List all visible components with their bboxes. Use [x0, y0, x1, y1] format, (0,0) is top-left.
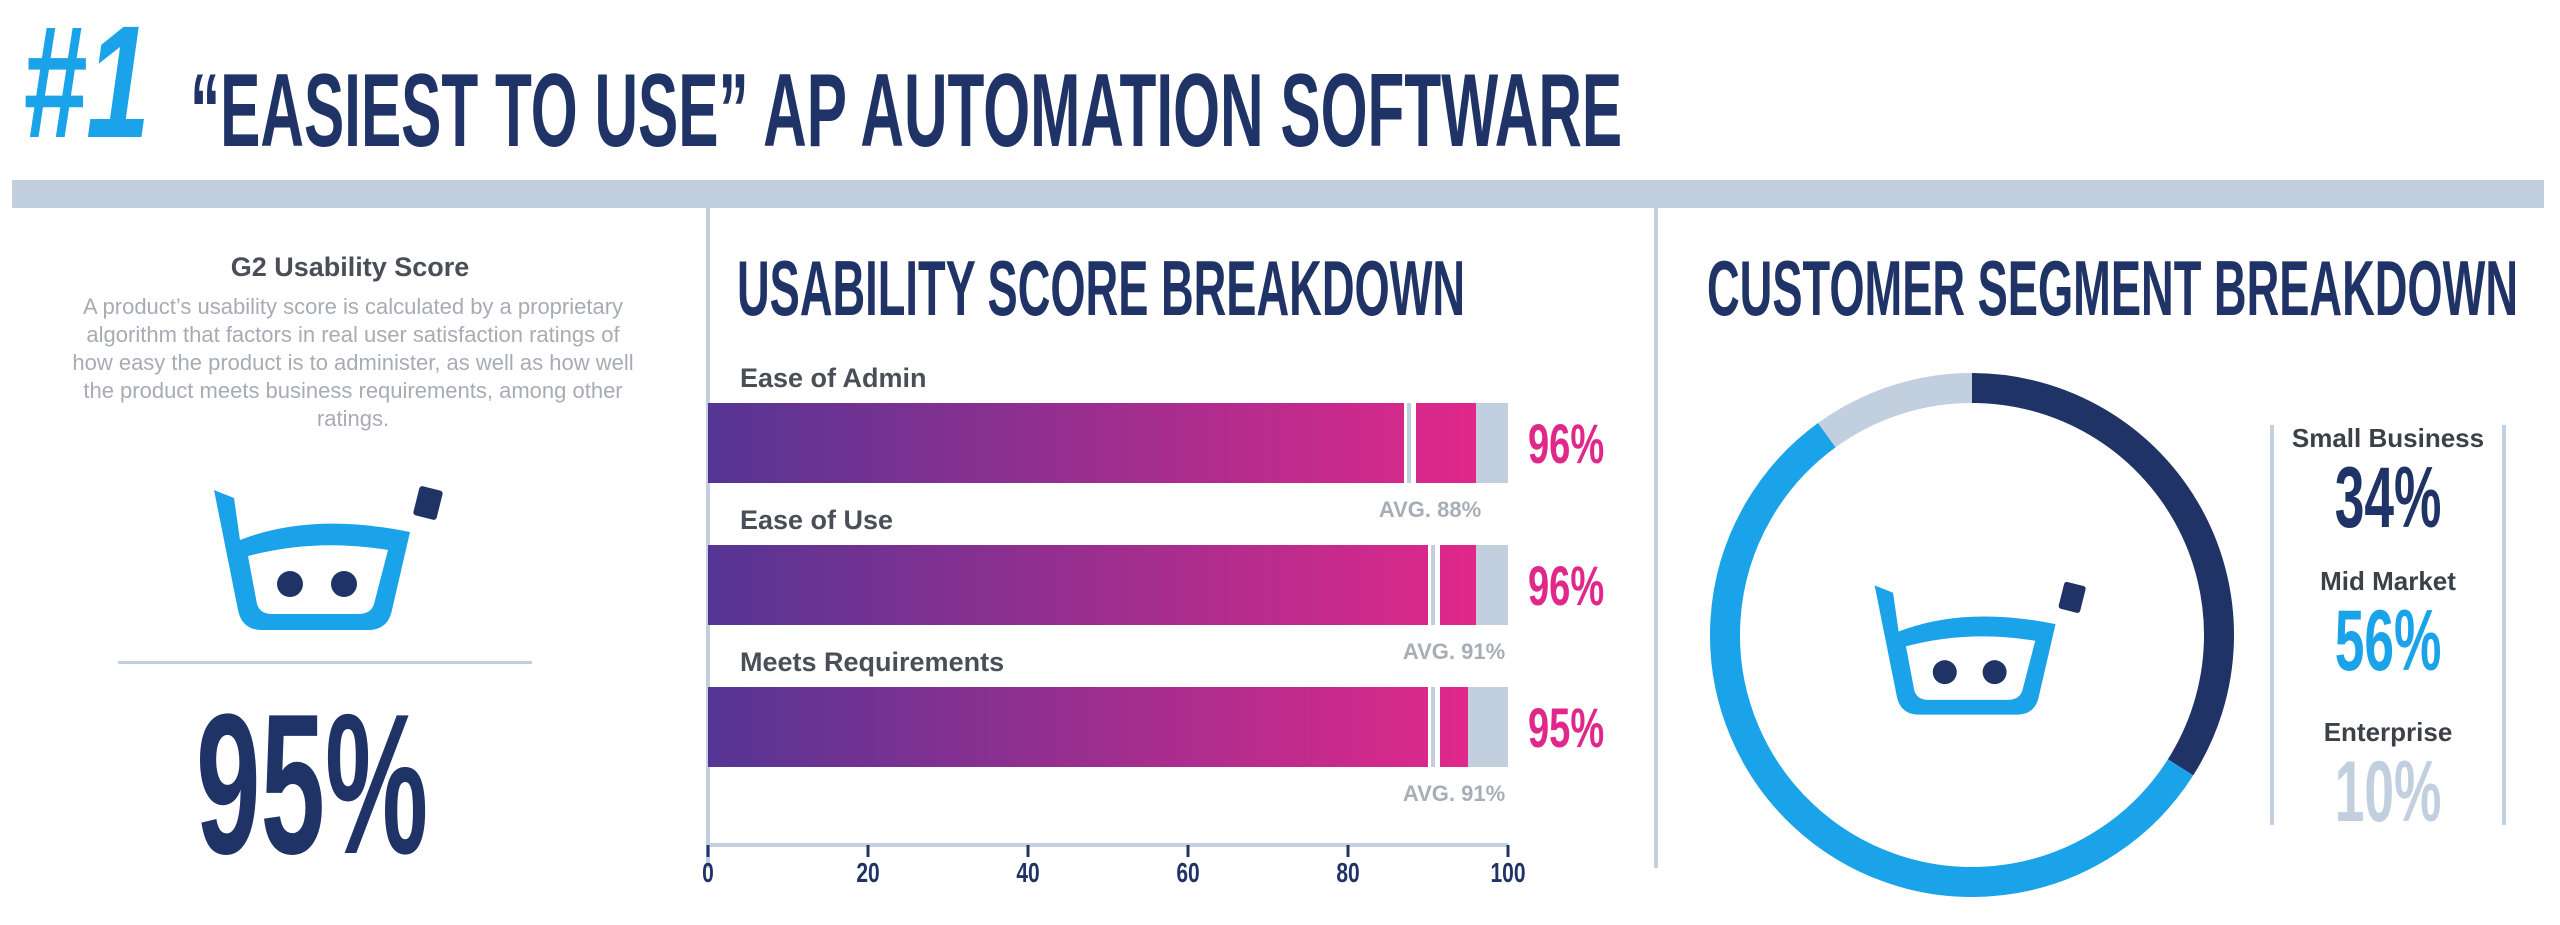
x-tick-label: 0	[702, 858, 714, 889]
bar-avg-label: AVG. 91%	[1403, 781, 1505, 806]
x-tick-label: 80	[1336, 858, 1359, 889]
legend-label-small-business: Small Business	[2291, 423, 2485, 453]
donut-slice-enterprise	[1818, 373, 1973, 448]
donut-slice-small-business	[1971, 373, 2234, 776]
bar-avg-marker	[1407, 403, 1411, 483]
bar-value-label: 95%	[1528, 698, 1604, 760]
legend-value-enterprise: 10%	[2334, 744, 2442, 840]
x-tick-label: 20	[856, 858, 879, 889]
overall-usability-score: 95%	[196, 673, 429, 896]
bar-category-label: Meets Requirements	[740, 647, 1004, 677]
legend-label-mid-market: Mid Market	[2320, 566, 2456, 596]
legend-value-small-business: 34%	[2334, 450, 2442, 546]
page-title: “EASIEST TO USE” AP AUTOMATION SOFTWARE	[190, 53, 1623, 169]
usability-chart-title: USABILITY SCORE BREAKDOWN	[737, 244, 1466, 332]
bar-avg-marker	[1431, 687, 1435, 767]
g2-description: A product’s usability score is calculate…	[72, 294, 634, 431]
panel-divider-right	[1654, 208, 1658, 868]
bar-avg-marker	[1431, 545, 1435, 625]
header-divider	[12, 180, 2544, 208]
legend-rule-left	[2270, 425, 2274, 825]
donut-slice-mid-market	[1710, 423, 2194, 897]
g2-title: G2 Usability Score	[230, 252, 470, 282]
bar-value-label: 96%	[1528, 556, 1604, 618]
bar-category-label: Ease of Use	[740, 505, 893, 535]
segment-donut-chart	[1710, 373, 2234, 897]
score-divider	[118, 661, 532, 664]
bar-score	[708, 687, 1468, 767]
legend-value-mid-market: 56%	[2334, 593, 2442, 689]
segment-chart-title: CUSTOMER SEGMENT BREAKDOWN	[1707, 244, 2518, 332]
rank-badge: #1	[22, 0, 151, 171]
legend-label-enterprise: Enterprise	[2323, 717, 2453, 747]
bar-score	[708, 545, 1476, 625]
cart-logo-icon	[1858, 575, 2098, 730]
panel-divider-left	[706, 208, 710, 868]
bar-score	[708, 403, 1476, 483]
legend-rule-right	[2502, 425, 2506, 825]
bar-category-label: Ease of Admin	[740, 363, 927, 393]
x-tick-label: 40	[1016, 858, 1039, 889]
bar-value-label: 96%	[1528, 414, 1604, 476]
bar-avg-label: AVG. 91%	[1403, 639, 1505, 664]
bar-avg-label: AVG. 88%	[1379, 497, 1481, 522]
cart-logo-icon	[196, 480, 456, 645]
x-tick-label: 60	[1176, 858, 1199, 889]
x-tick-label: 100	[1490, 858, 1525, 889]
